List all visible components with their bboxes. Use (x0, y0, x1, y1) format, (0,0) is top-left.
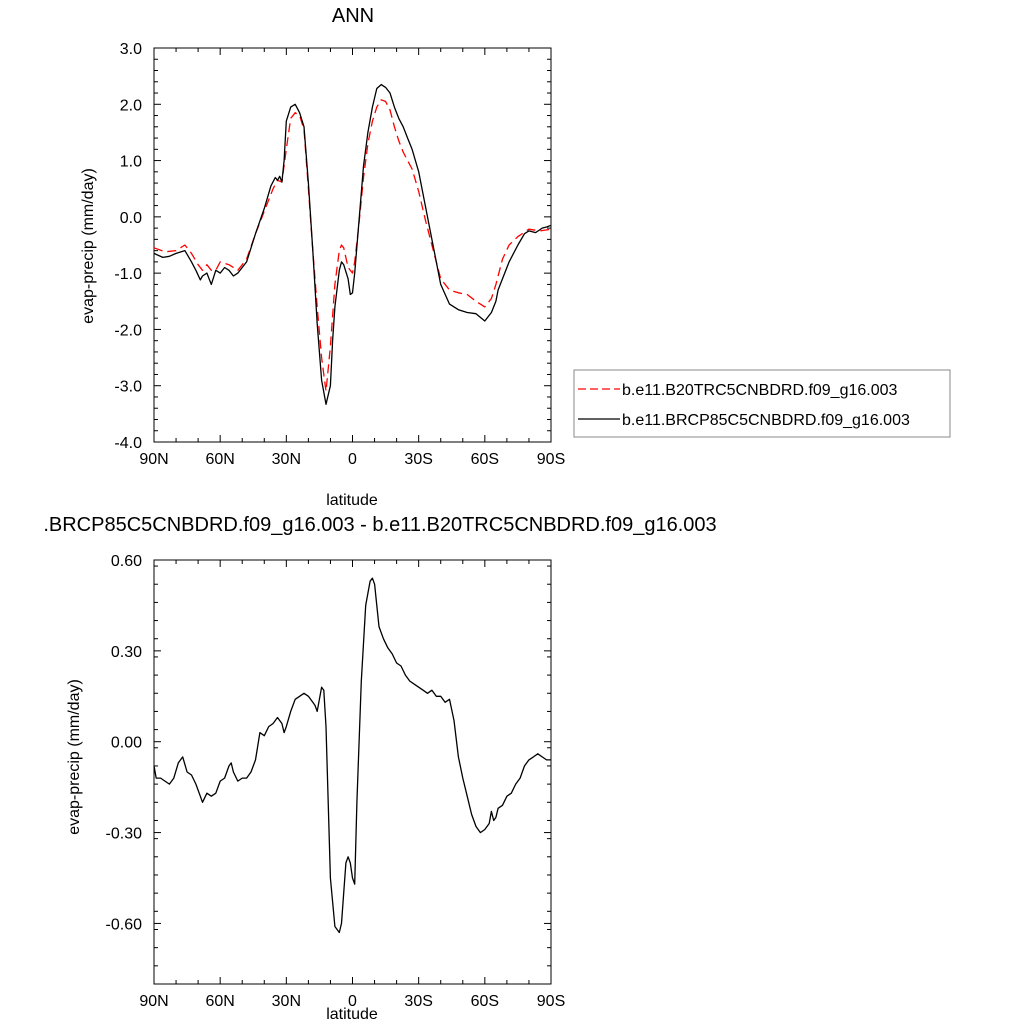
chart1-xlabel: latitude (326, 492, 378, 509)
chart1-y-tick-label: 3.0 (120, 41, 142, 58)
chart1-legend: b.e11.B20TRC5CNBDRD.f09_g16.003 b.e11.BR… (573, 369, 951, 438)
chart1-y-tick-label: -2.0 (114, 322, 142, 339)
chart1-x-tick-label: 60N (205, 451, 234, 468)
chart2-title: .BRCP85C5CNBDRD.f09_g16.003 - b.e11.B20T… (43, 514, 716, 536)
chart2-y-tick-label: -0.30 (106, 826, 143, 843)
chart1-y-tick-label: -3.0 (114, 379, 142, 396)
chart1-x-tick-label: 30N (272, 451, 301, 468)
chart2-y-tick-label: -0.60 (106, 916, 143, 933)
chart2-x-tick-label: 90S (537, 993, 565, 1010)
chart1-ylabel: evap-precip (mm/day) (80, 168, 97, 324)
chart1-y-tick-label: 2.0 (120, 97, 142, 114)
chart2-ylabel: evap-precip (mm/day) (66, 679, 83, 835)
chart1-x-tick-label: 30S (404, 451, 432, 468)
chart2-x-tick-label: 30N (272, 993, 301, 1010)
chart1-x-tick-label: 90S (537, 451, 565, 468)
chart2-y-tick-label: 0.60 (111, 553, 142, 570)
chart2-x-tick-label: 0 (348, 993, 357, 1010)
chart1-y-tick-label: -1.0 (114, 266, 142, 283)
chart2-x-tick-label: 30S (404, 993, 432, 1010)
chart2-x-tick-label: 90N (139, 993, 168, 1010)
chart2-series-line-1 (153, 577, 551, 934)
chart2-plot-frame (153, 559, 552, 985)
legend-label-series-2: b.e11.BRCP85C5CNBDRD.f09_g16.003 (622, 412, 910, 429)
chart1-x-tick-label: 90N (139, 451, 168, 468)
chart2-y-tick-label: 0.30 (111, 644, 142, 661)
chart2-y-tick-label: 0.00 (111, 735, 142, 752)
chart1-series-line-1 (153, 99, 552, 392)
chart1-x-tick-label: 60S (471, 451, 499, 468)
chart2-x-tick-label: 60S (471, 993, 499, 1010)
chart1-x-tick-label: 0 (348, 451, 357, 468)
chart1-series-line-2 (153, 83, 552, 405)
chart2-xlabel: latitude (326, 1006, 378, 1023)
chart1-plot-frame (153, 47, 552, 443)
chart1-title: ANN (332, 5, 374, 27)
legend-frame (573, 369, 951, 438)
chart1-y-tick-label: 0.0 (120, 210, 142, 227)
chart1-y-tick-label: -4.0 (114, 435, 142, 452)
chart1-y-tick-label: 1.0 (120, 154, 142, 171)
chart2-x-tick-label: 60N (205, 993, 234, 1010)
legend-label-series-1: b.e11.B20TRC5CNBDRD.f09_g16.003 (622, 382, 898, 399)
